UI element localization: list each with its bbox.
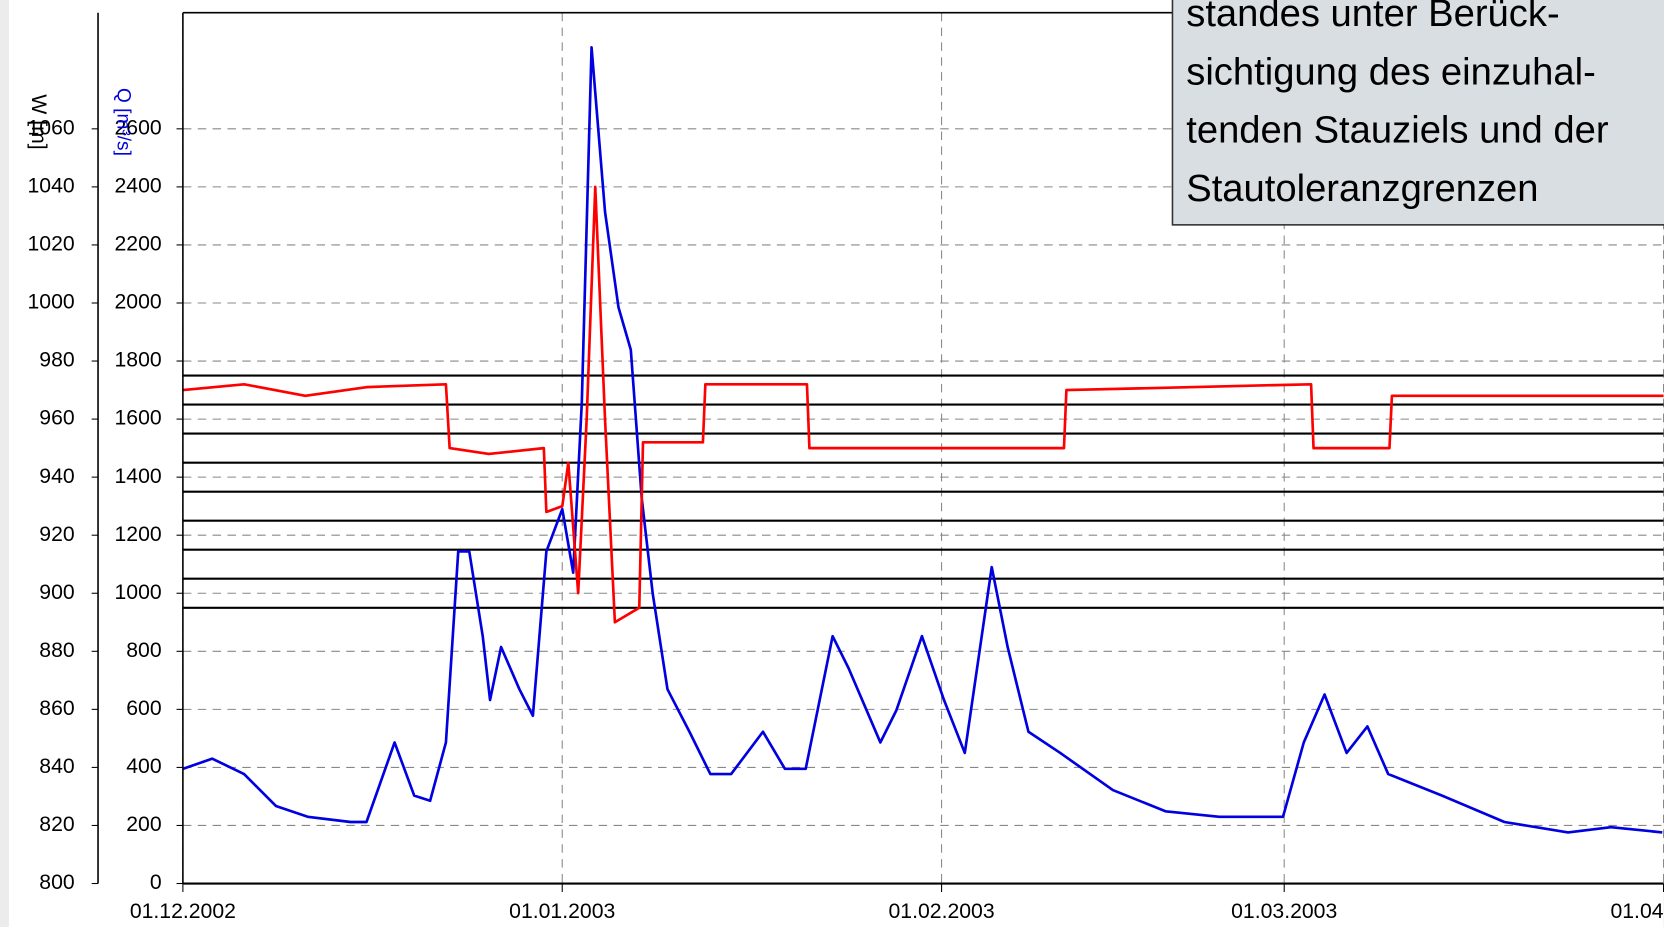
y2-tick-label: 800 [126, 639, 161, 662]
plot [182, 45, 1664, 834]
y2-tick-label: 600 [126, 697, 161, 720]
y-tick-label: 960 [39, 407, 74, 430]
y2-tick-label: 200 [126, 813, 161, 836]
y2-tick-label: 1200 [115, 523, 162, 546]
y-tick-label: 920 [39, 523, 74, 546]
y-tick-label: 800 [39, 871, 74, 894]
y-tick-label: 820 [39, 813, 74, 836]
y2-tick-label: 2600 [115, 116, 162, 139]
annotation-line: standes unter Berück- [1186, 0, 1559, 35]
y2-tick-label: 0 [150, 871, 162, 894]
x-tick-label: 01.12.2002 [130, 900, 236, 923]
y-tick-label: 900 [39, 581, 74, 604]
y-tick-label: 980 [39, 349, 74, 372]
y2-tick-label: 2200 [115, 233, 162, 256]
y-tick-label: 880 [39, 639, 74, 662]
y-tick-label: 840 [39, 755, 74, 778]
annotation-box: standes unter Berück- sichtigung des ein… [1171, 0, 1664, 226]
axes: 800 820 840 860 880 900 920 940 960 980 1000 1020 10… [28, 11, 1664, 923]
annotation-line: Stautoleranzgrenzen [1186, 167, 1538, 210]
x-tick-label: 01.02.2003 [889, 900, 995, 923]
y-tick-label: 1000 [28, 291, 75, 314]
data-line [182, 45, 1663, 834]
y-tick-label: 1040 [28, 174, 75, 197]
y-tick-label: 940 [39, 465, 74, 488]
y2-tick-label: 1800 [115, 349, 162, 372]
x-tick-label: 01.04.2003 [1610, 900, 1664, 923]
x-tick-label: 01.03.2003 [1231, 900, 1337, 923]
annotation-line: sichtigung des einzuhal- [1186, 50, 1596, 93]
y-tick-label: 1060 [28, 116, 75, 139]
y2-axis-label: Q [m³/s] [112, 88, 133, 156]
y2-tick-label: 400 [126, 755, 161, 778]
y-axis-label: W [m] [27, 94, 50, 149]
y2-tick-label: 1400 [115, 465, 162, 488]
y-tick-label: 860 [39, 697, 74, 720]
data-line [182, 185, 1664, 624]
y2-tick-label: 1600 [115, 407, 162, 430]
y-tick-label: 1020 [28, 233, 75, 256]
annotation-line: tenden Stauziels und der [1186, 109, 1609, 152]
annotation-background [1171, 0, 1664, 226]
y2-tick-label: 2400 [115, 174, 162, 197]
x-tick-label: 01.01.2003 [509, 900, 615, 923]
y2-tick-label: 2000 [115, 291, 162, 314]
y2-tick-label: 1000 [115, 581, 162, 604]
